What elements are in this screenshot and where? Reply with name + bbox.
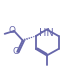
Text: O: O	[9, 26, 16, 35]
Text: O: O	[12, 47, 20, 56]
Text: HN: HN	[39, 28, 53, 38]
